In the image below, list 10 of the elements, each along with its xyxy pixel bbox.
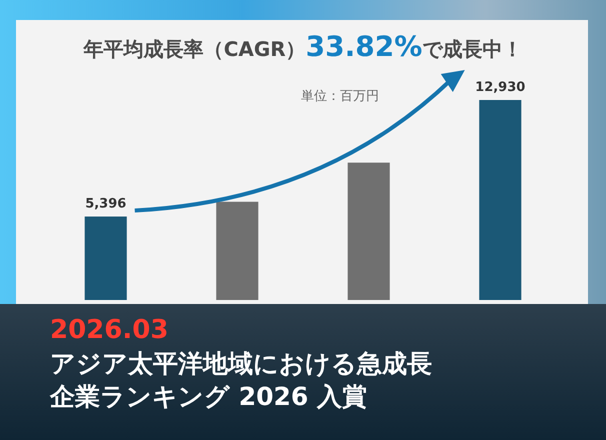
bar xyxy=(348,162,390,300)
bar xyxy=(479,100,522,300)
chart-title: 年平均成長率（CAGR）33.82%で成長中！ xyxy=(82,30,522,63)
data-label: 5,396 xyxy=(85,196,126,212)
text: アジア太平洋地域における急成長企業ランキング 2026 入賞 xyxy=(49,349,432,411)
bar xyxy=(216,202,258,300)
annotation: 単位：百万円 xyxy=(300,89,379,104)
data-label: 12,930 xyxy=(475,80,526,95)
bar xyxy=(84,216,127,300)
text: 2026.03 xyxy=(50,315,168,345)
